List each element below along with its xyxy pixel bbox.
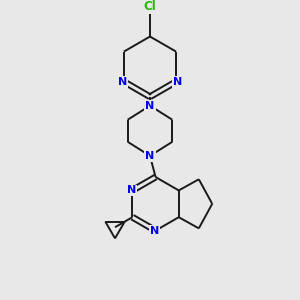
- Text: N: N: [146, 101, 154, 111]
- Text: Cl: Cl: [144, 0, 156, 13]
- Text: N: N: [150, 226, 159, 236]
- Text: N: N: [127, 185, 136, 195]
- Text: N: N: [118, 77, 128, 87]
- Text: N: N: [146, 151, 154, 161]
- Text: N: N: [172, 77, 182, 87]
